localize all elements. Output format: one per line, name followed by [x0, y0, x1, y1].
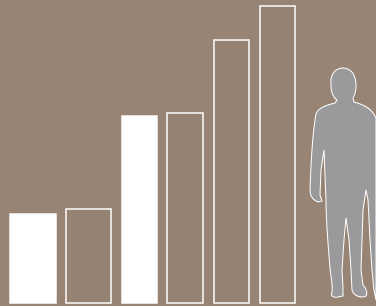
bar	[260, 6, 295, 303]
chart	[0, 0, 376, 306]
bar	[167, 113, 203, 303]
page: {"chart_data": {"type": "bar", "categori…	[0, 0, 376, 306]
bar	[10, 214, 56, 303]
bar	[66, 209, 111, 303]
bar	[122, 116, 157, 303]
bar	[214, 40, 249, 303]
